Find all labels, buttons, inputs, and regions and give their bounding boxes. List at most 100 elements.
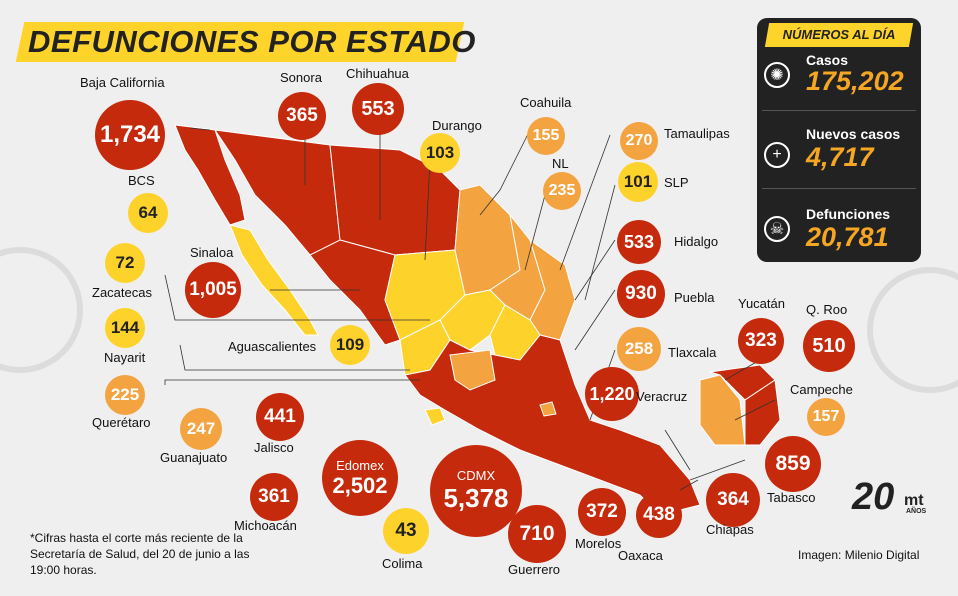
skull-icon: ☠: [764, 216, 790, 242]
state-value-chiapas: 364: [717, 489, 749, 510]
summary-panel-title: NÚMEROS AL DÍA: [782, 27, 896, 42]
state-value-veracruz: 1,220: [589, 383, 635, 404]
stat-divider: [762, 110, 916, 111]
state-value-sonora: 365: [286, 105, 318, 126]
state-bubble-guerrero: 710: [508, 505, 566, 563]
state-bubble-nl: 235: [543, 172, 581, 210]
state-name-chihuahua: Chihuahua: [346, 66, 409, 81]
state-bubble-queretaro: 225: [105, 375, 145, 415]
state-name-michoacan: Michoacán: [234, 518, 297, 533]
state-bubble-yucatan: 323: [738, 318, 784, 364]
state-bubble-cdmx: CDMX 5,378: [430, 445, 522, 537]
virus-watermark-icon: [0, 247, 958, 393]
state-value-coahuila: 155: [532, 127, 560, 144]
state-name-chiapas: Chiapas: [706, 522, 754, 537]
state-value-tamaulipas: 270: [625, 132, 653, 149]
state-name-colima: Colima: [382, 556, 423, 571]
state-name-veracruz: Veracruz: [636, 389, 688, 404]
state-name-oaxaca: Oaxaca: [618, 548, 663, 563]
stat-cases-value: 175,202: [806, 66, 904, 96]
stat-deaths-label: Defunciones: [806, 206, 891, 222]
state-value-guanajuato: 247: [186, 419, 216, 438]
state-value-slp: 101: [623, 172, 653, 191]
page-title: DEFUNCIONES POR ESTADO: [28, 24, 476, 59]
state-bubble-colima: 43: [383, 508, 429, 554]
state-name-puebla: Puebla: [674, 290, 715, 305]
summary-panel-header: NÚMEROS AL DÍA: [757, 18, 921, 48]
state-name-zacatecas: Zacatecas: [92, 285, 152, 300]
state-name-yucatan: Yucatán: [738, 296, 785, 311]
milenio-logo-anos: AÑOS: [906, 508, 927, 515]
state-value-q-roo: 510: [812, 334, 846, 357]
stat-new-cases-label: Nuevos casos: [806, 126, 901, 142]
state-value-jalisco: 441: [264, 406, 296, 427]
state-value-morelos: 372: [586, 501, 618, 522]
state-value-yucatan: 323: [745, 330, 777, 351]
state-bubble-durango: 103: [420, 133, 460, 173]
state-value-baja-california: 1,734: [99, 121, 161, 148]
state-name-hidalgo: Hidalgo: [674, 234, 719, 249]
state-name-sonora: Sonora: [280, 70, 322, 85]
state-value-zacatecas: 72: [115, 253, 135, 272]
state-name-slp: SLP: [664, 175, 689, 190]
state-bubble-veracruz: 1,220: [585, 367, 639, 421]
state-bubble-q-roo: 510: [803, 320, 855, 372]
region-tlaxcala: [539, 401, 557, 417]
milenio-20-logo: 20: [852, 476, 895, 518]
state-bubble-tabasco: 859: [765, 436, 821, 492]
stat-divider: [762, 188, 916, 189]
virus-icon: ✺: [764, 62, 790, 88]
state-bubble-hidalgo: 533: [617, 220, 661, 264]
state-value-chihuahua: 553: [361, 97, 395, 120]
state-value-sinaloa: 1,005: [189, 279, 237, 300]
plus-circle-icon: +: [764, 142, 790, 168]
state-name-tlaxcala: Tlaxcala: [668, 345, 717, 360]
stat-cases-label: Casos: [806, 52, 849, 68]
state-bubble-baja-california: 1,734: [95, 100, 165, 170]
state-value-hidalgo: 533: [623, 231, 655, 252]
state-value-guerrero: 710: [519, 522, 555, 545]
state-name-bcs: BCS: [128, 173, 155, 188]
state-name-jalisco: Jalisco: [254, 440, 294, 455]
state-value-bcs: 64: [138, 203, 158, 222]
state-value-aguascalientes: 109: [335, 335, 365, 354]
state-name-tabasco: Tabasco: [767, 490, 816, 505]
state-value-durango: 103: [425, 143, 455, 162]
state-value-queretaro: 225: [110, 385, 140, 404]
state-bubble-morelos: 372: [578, 488, 626, 536]
state-name-sinaloa: Sinaloa: [190, 245, 234, 260]
state-name-nl: NL: [552, 156, 569, 171]
state-name-guanajuato: Guanajuato: [160, 450, 228, 465]
stat-deaths-value: 20,781: [806, 222, 889, 252]
region-colima: [424, 407, 446, 426]
state-name-q-roo: Q. Roo: [806, 302, 848, 317]
state-bubble-sonora: 365: [278, 92, 326, 140]
stat-new-cases-value: 4,717: [806, 142, 874, 172]
state-name-queretaro: Querétaro: [92, 415, 151, 430]
state-name-durango: Durango: [432, 118, 482, 133]
state-name-edomex: Edomex: [336, 457, 384, 473]
state-value-cdmx: 5,378: [443, 483, 509, 513]
state-bubble-bcs: 64: [128, 193, 168, 233]
state-name-tamaulipas: Tamaulipas: [664, 126, 730, 141]
state-name-nayarit: Nayarit: [104, 350, 146, 365]
state-name-guerrero: Guerrero: [508, 562, 561, 577]
state-value-oaxaca: 438: [643, 504, 675, 525]
region-guanajuato: [449, 349, 496, 391]
state-value-nl: 235: [548, 182, 576, 199]
state-bubble-aguascalientes: 109: [330, 325, 370, 365]
state-bubble-edomex: Edomex 2,502: [322, 440, 398, 516]
state-bubble-michoacan: 361: [250, 473, 298, 521]
state-bubble-chiapas: 364: [706, 473, 760, 527]
state-bubble-slp: 101: [618, 162, 658, 202]
state-bubble-tlaxcala: 258: [617, 327, 661, 371]
state-value-puebla: 930: [625, 283, 657, 304]
state-name-coahuila: Coahuila: [520, 95, 572, 110]
state-bubble-campeche: 157: [807, 398, 845, 436]
state-value-edomex: 2,502: [332, 472, 388, 498]
state-value-michoacan: 361: [258, 486, 290, 507]
state-value-colima: 43: [395, 520, 417, 541]
state-name-cdmx: CDMX: [456, 468, 496, 483]
state-bubble-puebla: 930: [617, 270, 665, 318]
